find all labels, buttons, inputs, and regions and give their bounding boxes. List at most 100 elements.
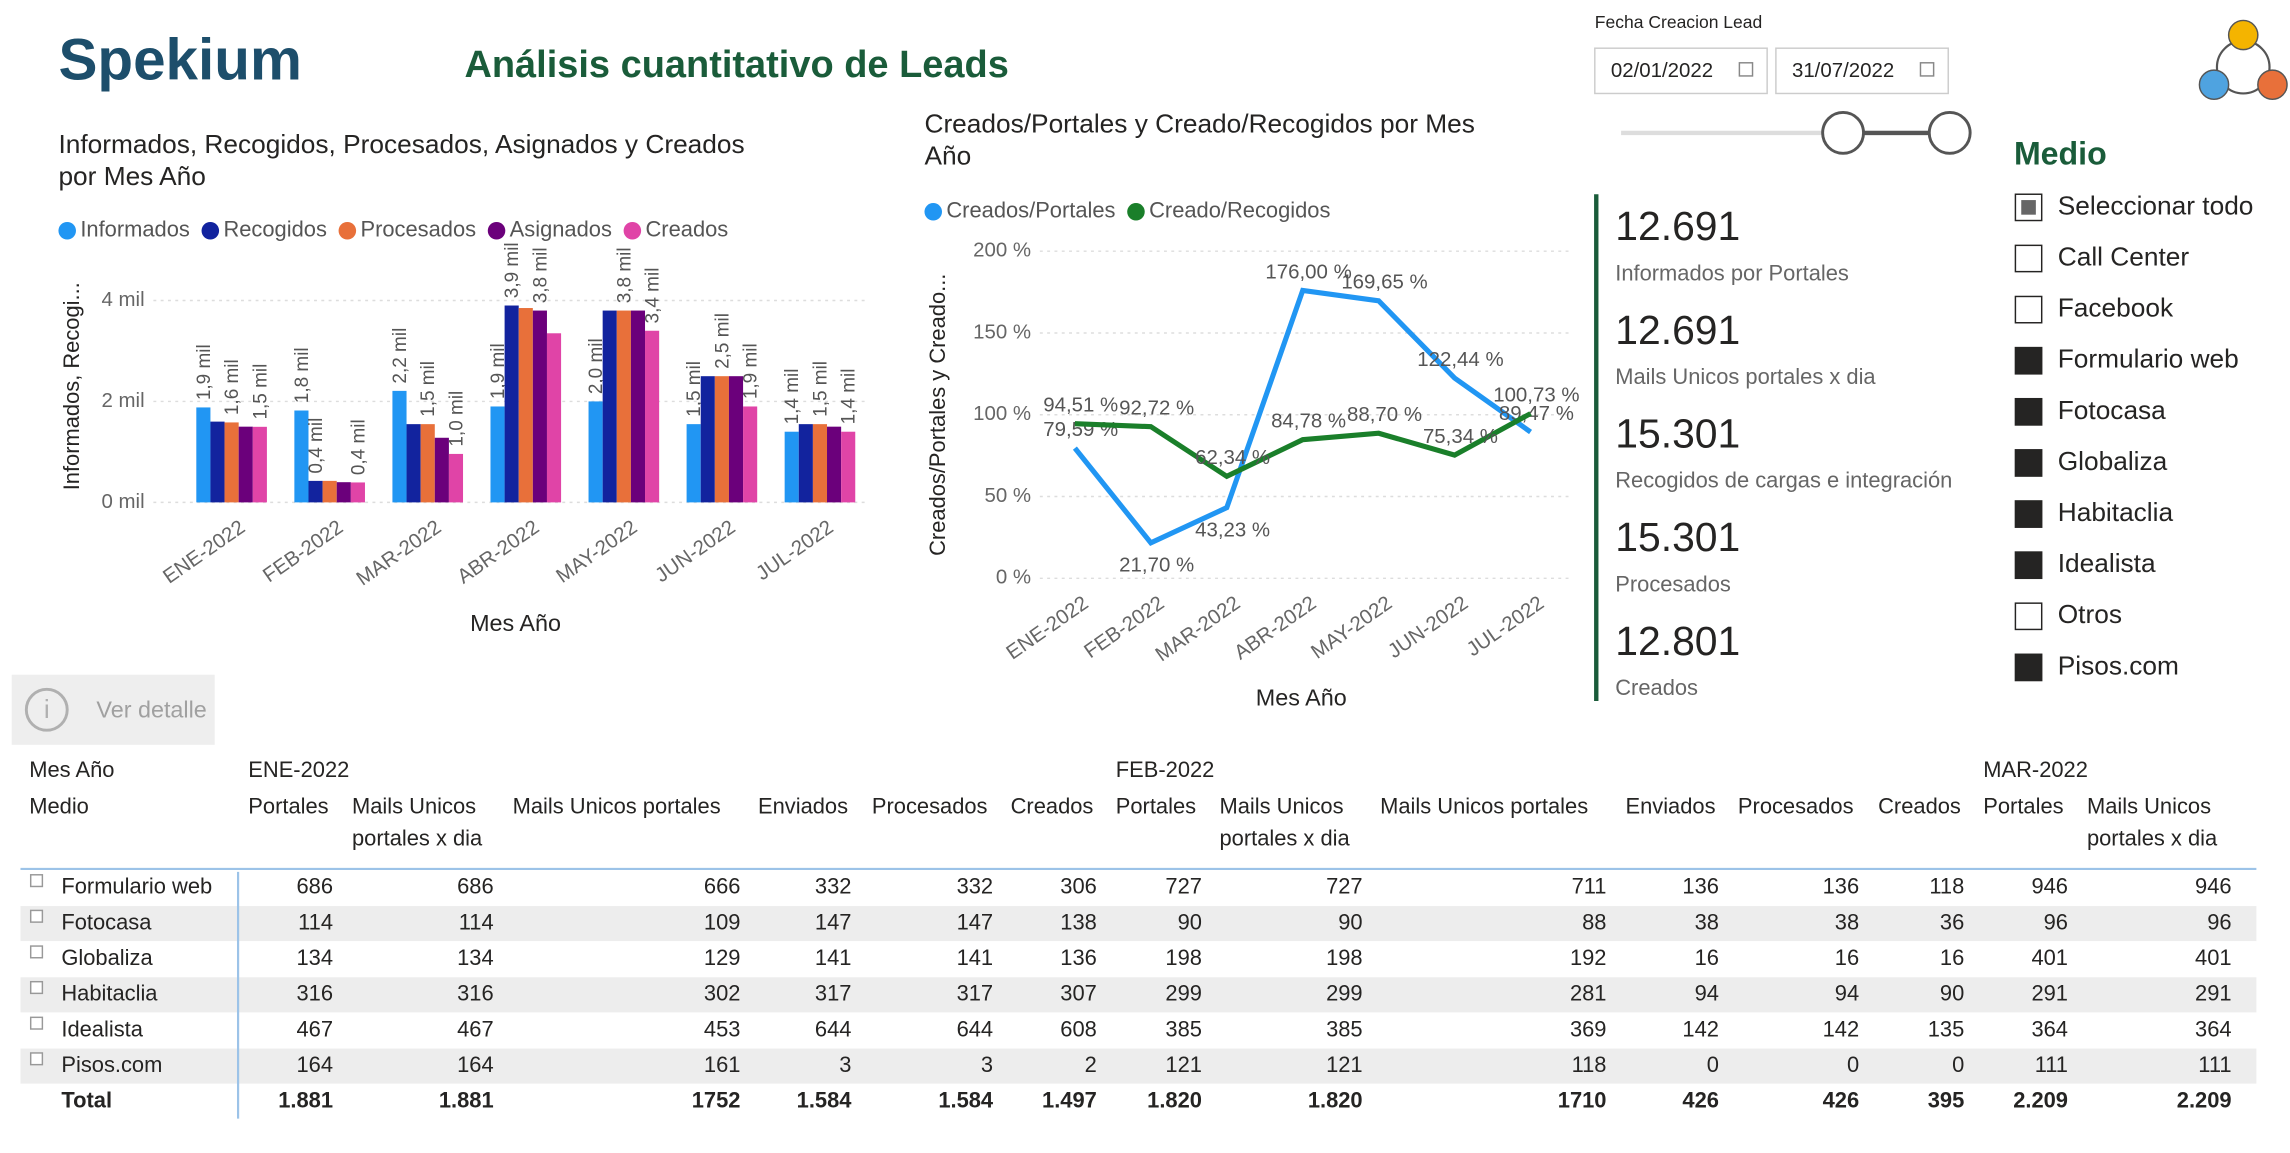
- x-tick-label: ENE-2022: [159, 515, 249, 588]
- slicer-item[interactable]: Fotocasa: [2058, 395, 2166, 425]
- data-label: 3,9 mil: [502, 242, 523, 298]
- cell: 467: [296, 1016, 333, 1041]
- total-cell: 2.209: [2013, 1088, 2068, 1113]
- data-label: 3,8 mil: [530, 247, 551, 303]
- slicer-item[interactable]: Formulario web: [2058, 344, 2239, 374]
- x-tick-label: JUL-2022: [752, 515, 838, 585]
- slicer-item[interactable]: Habitaclia: [2058, 497, 2174, 527]
- checkbox[interactable]: [2014, 244, 2043, 273]
- bar: [406, 424, 421, 503]
- slicer-item[interactable]: Idealista: [2058, 548, 2156, 578]
- slicer-item[interactable]: Facebook: [2058, 293, 2174, 323]
- data-label: 0,4 mil: [348, 419, 369, 475]
- cell: 467: [457, 1016, 494, 1041]
- cell: 88: [1582, 909, 1606, 934]
- slicer-item[interactable]: Call Center: [2058, 241, 2190, 271]
- cell: 16: [1835, 945, 1859, 970]
- expand-icon[interactable]: [29, 1016, 44, 1030]
- bar: [827, 426, 842, 503]
- column-header: Portales: [248, 793, 328, 818]
- legend-marker: [58, 221, 76, 240]
- checkbox[interactable]: [2014, 397, 2043, 426]
- total-cell: 1.820: [1308, 1088, 1363, 1113]
- x-tick-label: ABR-2022: [453, 515, 543, 588]
- expand-icon[interactable]: [29, 1052, 44, 1066]
- y-axis-title: Creados/Portales y Creado...: [925, 274, 950, 556]
- cell: 90: [1178, 909, 1202, 934]
- checkbox-partial: [2021, 200, 2036, 215]
- x-axis-title: Mes Año: [470, 610, 561, 636]
- row-label: Fotocasa: [61, 909, 152, 934]
- legend-label: Recogidos: [223, 217, 326, 242]
- column-header: Mails Unicos portales: [513, 793, 721, 818]
- cell: 644: [815, 1016, 852, 1041]
- cell: 90: [1940, 981, 1964, 1006]
- checkbox[interactable]: [2014, 653, 2043, 682]
- slider-handle[interactable]: [1821, 110, 1865, 155]
- expand-icon[interactable]: [29, 980, 44, 995]
- date-input[interactable]: [1594, 47, 1768, 95]
- cell: 109: [704, 909, 741, 934]
- bar: [252, 426, 267, 503]
- cell: 118: [1929, 874, 1964, 899]
- slicer-item[interactable]: Otros: [2058, 599, 2122, 629]
- date-value: 31/07/2022: [1792, 59, 1894, 82]
- cell: 135: [1928, 1016, 1965, 1041]
- row-label: Formulario web: [61, 874, 212, 899]
- x-tick-label: MAR-2022: [352, 515, 445, 590]
- cell: 141: [957, 945, 994, 970]
- page-title: Análisis cuantitativo de Leads: [464, 44, 1008, 86]
- total-cell: 1.584: [938, 1088, 994, 1113]
- expand-icon[interactable]: [29, 874, 44, 888]
- slicer-item[interactable]: Globaliza: [2058, 446, 2168, 476]
- data-label: 3,4 mil: [643, 268, 664, 324]
- checkbox[interactable]: [2014, 551, 2043, 580]
- cell: 111: [2198, 1052, 2231, 1077]
- x-tick-label: ENE-2022: [1002, 591, 1092, 664]
- cell: 94: [1695, 981, 1719, 1006]
- total-cell: 1.820: [1147, 1088, 1202, 1113]
- checkbox[interactable]: [2014, 295, 2043, 324]
- bar: [630, 310, 646, 503]
- cell: 401: [2031, 945, 2068, 970]
- checkbox[interactable]: [2014, 449, 2043, 477]
- column-header: Procesados: [872, 793, 988, 818]
- total-cell: 1710: [1558, 1088, 1607, 1113]
- cell: 198: [1326, 945, 1363, 970]
- cell: 121: [1165, 1052, 1202, 1077]
- expand-icon[interactable]: [29, 909, 44, 923]
- data-label: 1,8 mil: [292, 347, 313, 403]
- cell: 0: [1847, 1052, 1859, 1077]
- x-axis-title: Mes Año: [1256, 685, 1347, 711]
- detail-button-label[interactable]: Ver detalle: [96, 696, 206, 722]
- slicer-item[interactable]: Pisos.com: [2058, 650, 2179, 680]
- cell: 0: [1707, 1052, 1719, 1077]
- bar: [645, 330, 660, 503]
- total-label: Total: [61, 1088, 112, 1113]
- checkbox[interactable]: [2014, 500, 2043, 528]
- total-cell: 1752: [692, 1088, 741, 1113]
- detail-button[interactable]: [11, 674, 215, 745]
- x-tick-label: JUL-2022: [1462, 591, 1548, 661]
- checkbox[interactable]: [2014, 346, 2043, 375]
- table-column-header: Medio: [29, 793, 89, 818]
- slider-handle[interactable]: [1927, 110, 1972, 155]
- cell: 608: [1060, 1016, 1097, 1041]
- expand-icon[interactable]: [29, 945, 44, 959]
- y-tick-label: 200 %: [973, 239, 1031, 262]
- cell: 147: [815, 909, 852, 934]
- slicer-item[interactable]: Seleccionar todo: [2058, 190, 2254, 220]
- info-glyph: i: [44, 694, 50, 724]
- y-tick-label: 50 %: [984, 484, 1031, 507]
- chart-title: Informados, Recogidos, Procesados, Asign…: [58, 129, 744, 159]
- total-cell: 426: [1682, 1088, 1719, 1113]
- legend-marker: [623, 221, 642, 240]
- cell: 711: [1572, 874, 1607, 899]
- bar: [420, 424, 435, 503]
- date-input[interactable]: [1775, 47, 1949, 95]
- cell: 114: [298, 909, 333, 934]
- column-header: Mails Unicos: [1219, 793, 1343, 818]
- bar: [504, 305, 519, 503]
- checkbox[interactable]: [2014, 602, 2043, 631]
- bar: [784, 431, 799, 503]
